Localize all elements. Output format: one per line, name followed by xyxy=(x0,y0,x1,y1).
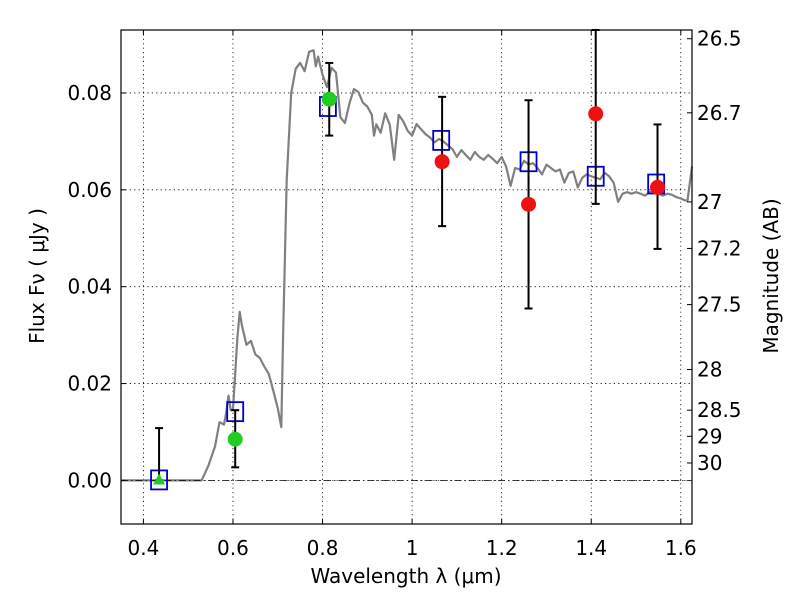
detection-point xyxy=(227,431,243,447)
y-tick-label: 0.02 xyxy=(67,372,112,396)
x-tick-label: 1.6 xyxy=(665,536,697,560)
x-tick-label: 0.6 xyxy=(217,536,249,560)
right-tick-label: 27 xyxy=(697,190,722,214)
x-tick-label: 1.4 xyxy=(575,536,607,560)
x-tick-label: 0.4 xyxy=(127,536,159,560)
right-tick-label: 26.7 xyxy=(697,101,742,125)
right-tick-label: 30 xyxy=(697,451,722,475)
right-tick-label: 29 xyxy=(697,424,722,448)
plot-frame xyxy=(120,29,693,525)
right-axis-title: Magnitude (AB) xyxy=(759,198,783,353)
x-tick-label: 1 xyxy=(406,536,419,560)
y-tick-label: 0.08 xyxy=(67,81,112,105)
measurement-point xyxy=(434,154,450,170)
x-axis-title: Wavelength λ (μm) xyxy=(310,564,501,588)
measurement-point xyxy=(588,106,604,122)
detection-triangle xyxy=(153,473,166,485)
detection-point xyxy=(321,91,337,107)
measurement-point xyxy=(650,179,666,195)
grid xyxy=(121,30,692,524)
right-tick-label: 28.5 xyxy=(697,398,742,422)
axis-ticks: 0.4 0.6 0.8 1 1.2 1.4 1.6 0.00 0.02 0.04 0.06 0.08 2… xyxy=(67,27,741,560)
x-tick-label: 1.2 xyxy=(486,536,518,560)
template-spectrum-line xyxy=(121,49,694,482)
y-tick-label: 0.06 xyxy=(67,178,112,202)
measurement-point xyxy=(521,196,537,212)
y-axis-title: Flux Fν ( μJy ) xyxy=(25,208,49,344)
right-tick-label: 27.2 xyxy=(697,236,742,260)
x-tick-label: 0.8 xyxy=(307,536,339,560)
plot-area xyxy=(121,29,694,491)
y-tick-label: 0.00 xyxy=(67,468,112,492)
y-tick-label: 0.04 xyxy=(67,275,112,299)
right-tick-label: 27.5 xyxy=(697,293,742,317)
right-tick-label: 28 xyxy=(697,358,722,382)
right-tick-label: 26.5 xyxy=(697,27,742,51)
